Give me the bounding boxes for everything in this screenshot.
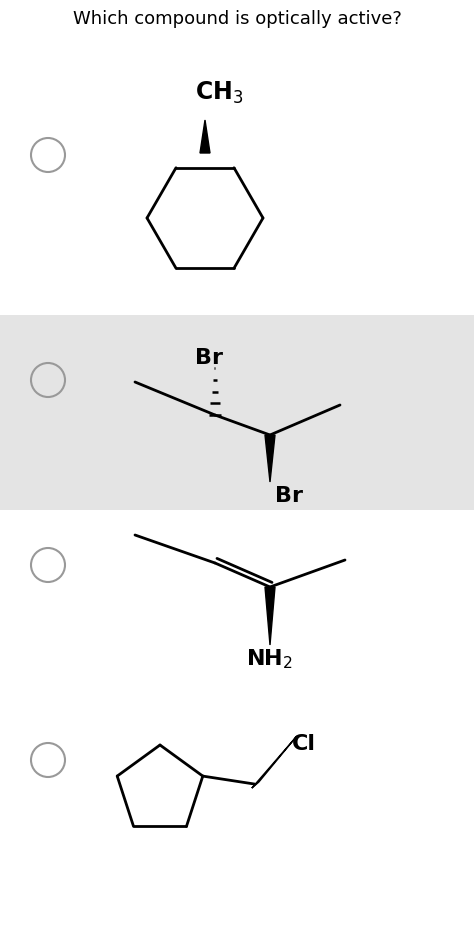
Text: NH$_2$: NH$_2$: [246, 647, 293, 670]
Text: CH$_3$: CH$_3$: [195, 80, 244, 106]
Text: Cl: Cl: [292, 734, 316, 754]
Polygon shape: [200, 120, 210, 153]
Bar: [0, 315, 474, 510]
Polygon shape: [265, 435, 275, 482]
Polygon shape: [252, 736, 297, 788]
Text: Br: Br: [195, 348, 223, 368]
Polygon shape: [265, 587, 275, 645]
Text: Which compound is optically active?: Which compound is optically active?: [73, 10, 401, 28]
Text: Br: Br: [275, 486, 303, 506]
